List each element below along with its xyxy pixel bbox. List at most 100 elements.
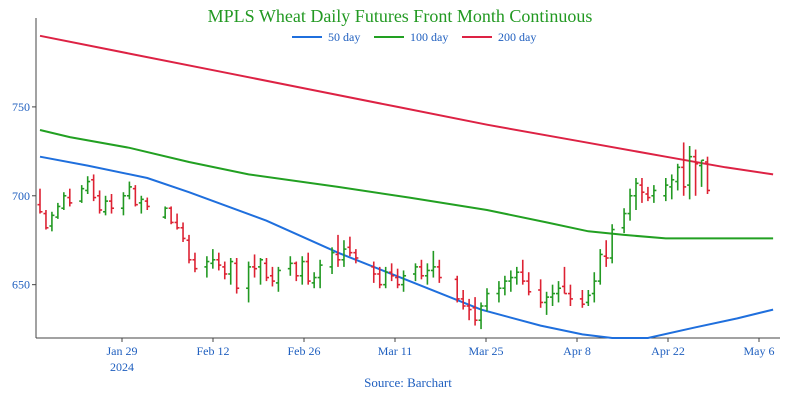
ohlc-bar	[389, 263, 395, 282]
ohlc-bar	[496, 281, 502, 303]
ohlc-bar	[85, 176, 91, 194]
ohlc-bar	[347, 236, 353, 257]
ohlc-bar	[55, 202, 61, 219]
x-tick-label: Feb 26	[288, 344, 321, 358]
x-tick-label: May 6	[744, 344, 775, 358]
ohlc-bar	[520, 259, 526, 285]
ohlc-bar	[91, 174, 97, 202]
ohlc-bar	[693, 149, 699, 196]
ohlc-bar	[627, 188, 633, 221]
x-tick-label: Jan 29	[107, 344, 138, 358]
ohlc-bar	[597, 249, 603, 285]
y-tick-label: 650	[12, 278, 30, 292]
ohlc-bar	[609, 224, 615, 264]
x-tick-sublabel: 2024	[110, 360, 134, 374]
ohlc-bar	[335, 234, 341, 267]
ohlc-bar	[585, 290, 591, 306]
ohlc-bar	[561, 266, 567, 295]
x-tick-label: Mar 25	[469, 344, 504, 358]
ohlc-bar	[162, 206, 168, 219]
ohlc-bar	[639, 178, 645, 203]
ohlc-bar	[126, 181, 132, 200]
ohlc-bar	[37, 188, 43, 214]
ohlc-bar	[204, 256, 210, 278]
ohlc-bar	[460, 290, 466, 310]
ohlc-bar	[269, 266, 275, 287]
ohlc-bar	[681, 142, 687, 196]
ohlc-bar	[466, 298, 472, 321]
ohlc-bar	[246, 261, 252, 303]
price-bars	[37, 142, 711, 330]
ohlc-bar	[103, 195, 109, 216]
ohlc-bar	[109, 194, 115, 214]
ohlc-bar	[49, 211, 55, 232]
ohlc-bar	[263, 258, 269, 282]
ohlc-bar	[258, 258, 264, 285]
ohlc-bar	[222, 261, 228, 280]
ohlc-bar	[299, 256, 305, 285]
ohlc-bar	[550, 284, 556, 306]
ohlc-bar	[192, 252, 198, 273]
ohlc-bar	[174, 213, 180, 230]
ohlc-bar	[663, 178, 669, 202]
ohlc-bar	[186, 234, 192, 264]
ohlc-bar	[412, 263, 418, 282]
ohlc-bar	[43, 210, 49, 230]
ohlc-bar	[341, 240, 347, 267]
ohlc-bar	[377, 266, 383, 289]
legend-label-50-day: 50 day	[328, 30, 360, 44]
ohlc-bar	[538, 279, 544, 308]
ohlc-bar	[705, 156, 711, 194]
ohlc-bar	[144, 197, 150, 210]
x-tick-label: Mar 11	[378, 344, 413, 358]
ohlc-bar	[311, 272, 317, 289]
ohlc-bar	[395, 268, 401, 289]
legend-label-200-day: 200 day	[498, 30, 536, 44]
ohlc-bar	[567, 284, 573, 306]
ohlc-bar	[454, 275, 460, 303]
legend: 50 day 100 day 200 day	[292, 30, 536, 44]
moving-average-lines	[39, 34, 774, 339]
ohlc-bar	[508, 270, 514, 292]
ohlc-bar	[252, 254, 258, 278]
ohlc-bar	[579, 290, 585, 308]
ohlc-bar	[138, 195, 144, 214]
ohlc-bar	[210, 249, 216, 269]
ohlc-bar	[645, 186, 651, 202]
ohlc-bar	[79, 185, 85, 203]
ohlc-bar	[353, 249, 359, 264]
ohlc-bar	[234, 258, 240, 294]
ohlc-bar	[120, 192, 126, 216]
ohlc-bar	[401, 270, 407, 292]
x-tick-label: Feb 12	[197, 344, 230, 358]
ohlc-bar	[633, 178, 639, 210]
y-tick-label: 700	[12, 189, 30, 203]
ohlc-bar	[669, 174, 675, 200]
ohlc-bar	[317, 259, 323, 289]
ohlc-bar	[556, 281, 562, 303]
ohlc-bar	[287, 256, 293, 276]
ohlc-bar	[699, 159, 705, 187]
ohlc-bar	[687, 146, 693, 200]
ohlc-bar	[436, 259, 442, 283]
source-note: Source: Barchart	[364, 375, 452, 390]
x-tick-label: Apr 22	[651, 344, 685, 358]
ohlc-bar	[305, 252, 311, 285]
ma-line-50-day	[39, 155, 774, 339]
ohlc-bar	[591, 272, 597, 303]
ohlc-bar	[132, 185, 138, 207]
ohlc-bar	[526, 272, 532, 296]
ohlc-bar	[514, 266, 520, 285]
ohlc-bar	[275, 266, 281, 292]
ohlc-bar	[424, 263, 430, 285]
ohlc-bar	[383, 266, 389, 289]
y-tick-label: 750	[12, 100, 30, 114]
ohlc-bar	[418, 259, 424, 280]
ohlc-bar	[371, 261, 377, 283]
ohlc-bar	[97, 190, 103, 214]
ohlc-bar	[675, 163, 681, 191]
ohlc-bar	[651, 185, 657, 203]
ohlc-bar	[61, 192, 67, 210]
ohlc-bar	[472, 297, 478, 326]
